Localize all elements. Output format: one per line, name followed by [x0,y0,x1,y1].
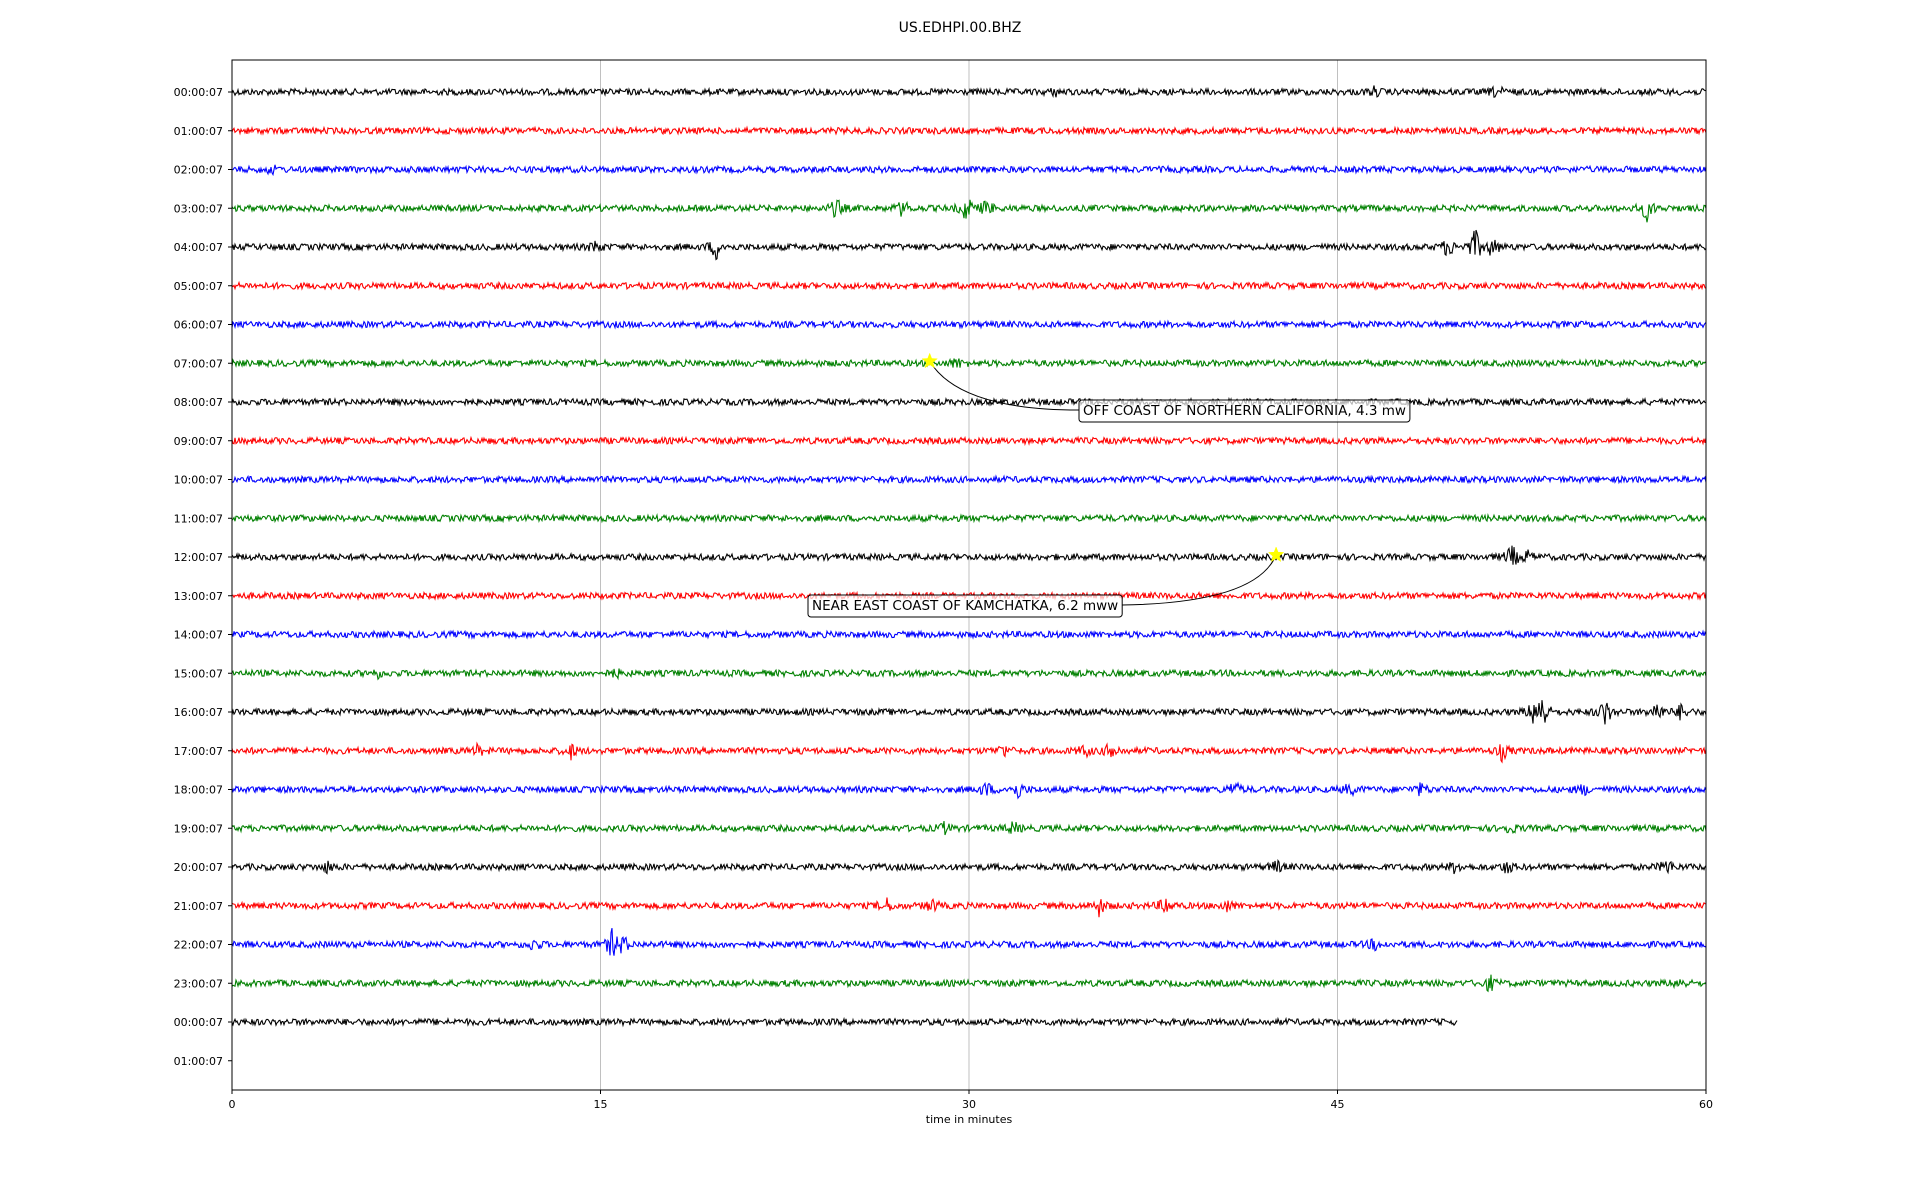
y-tick-label-12: 12:00:07 [174,551,223,564]
x-tick-label-0: 0 [229,1098,236,1111]
y-tick-label-10: 10:00:07 [174,474,223,487]
y-tick-label-11: 11:00:07 [174,512,223,525]
trace-row-23 [231,974,1707,993]
trace-row-12 [231,545,1707,565]
y-tick-label-18: 18:00:07 [174,784,223,797]
annotation-0: OFF COAST OF NORTHERN CALIFORNIA, 4.3 mw [921,352,1411,423]
trace-row-14 [231,629,1707,640]
trace-row-13 [231,590,1707,602]
y-tick-label-0: 00:00:07 [174,86,223,99]
y-tick-label-16: 16:00:07 [174,706,223,719]
trace-row-10 [231,474,1707,485]
annotation-box-1 [807,594,1123,618]
y-tick-label-5: 05:00:07 [174,280,223,293]
x-tick-label-1: 15 [594,1098,608,1111]
y-tick-label-14: 14:00:07 [174,629,223,642]
y-tick-label-22: 22:00:07 [174,939,223,952]
annotation-box-0 [1078,399,1411,423]
axes: 00:00:07 01:00:07 02:00:07 03:00:07 04:00:07… [174,59,1713,1111]
x-axis-label: time in minutes [925,1113,1013,1126]
chart-title: US.EDHPI.00.BHZ [898,20,1022,36]
y-tick-label-20: 20:00:07 [174,861,223,874]
x-tick-label-2: 30 [962,1098,976,1111]
trace-row-8 [231,396,1707,408]
trace-row-6 [231,319,1707,330]
y-tick-label-15: 15:00:07 [174,667,223,680]
annotation-label-0: OFF COAST OF NORTHERN CALIFORNIA, 4.3 mw [1083,403,1406,419]
grid-lines [600,60,1338,1090]
annotation-connector-1 [1122,554,1277,606]
trace-row-0 [231,85,1706,99]
trace-row-5 [231,280,1707,292]
y-tick-label-7: 07:00:07 [174,357,223,370]
annotation-1: NEAR EAST COAST OF KAMCHATKA, 6.2 mww [807,546,1285,618]
y-tick-label-1: 01:00:07 [174,125,223,138]
x-tick-label-4: 60 [1699,1098,1713,1111]
annotation-label-1: NEAR EAST COAST OF KAMCHATKA, 6.2 mww [812,598,1118,614]
y-tick-label-23: 23:00:07 [174,977,223,990]
y-tick-label-9: 09:00:07 [174,435,223,448]
trace-row-9 [231,435,1707,447]
trace-row-22 [231,927,1707,956]
y-tick-label-4: 04:00:07 [174,241,223,254]
event-star-marker-1 [1267,546,1285,563]
trace-row-21 [231,897,1707,918]
y-tick-label-24: 00:00:07 [174,1016,223,1029]
trace-row-16 [231,700,1707,725]
y-tick-label-8: 08:00:07 [174,396,223,409]
trace-row-19 [231,821,1707,836]
trace-row-15 [231,668,1707,681]
trace-row-1 [231,125,1707,137]
trace-row-2 [231,164,1707,177]
y-tick-label-19: 19:00:07 [174,822,223,835]
y-tick-label-25: 01:00:07 [174,1055,223,1068]
y-tick-label-2: 02:00:07 [174,164,223,177]
trace-row-3 [231,199,1707,223]
x-tick-label-3: 45 [1331,1098,1345,1111]
y-tick-label-3: 03:00:07 [174,202,223,215]
y-tick-label-6: 06:00:07 [174,319,223,332]
trace-layer [231,85,1707,1028]
trace-row-4 [231,229,1707,261]
trace-row-17 [231,741,1707,764]
annotation-connector-0 [929,360,1080,411]
trace-row-7 [231,357,1707,369]
trace-row-24 [231,1016,1458,1028]
y-tick-label-13: 13:00:07 [174,590,223,603]
y-tick-label-21: 21:00:07 [174,900,223,913]
trace-row-18 [231,781,1707,800]
trace-row-11 [231,513,1707,524]
y-tick-label-17: 17:00:07 [174,745,223,758]
event-star-marker-0 [921,352,938,369]
annotations: OFF COAST OF NORTHERN CALIFORNIA, 4.3 mw… [807,352,1411,618]
trace-row-20 [231,858,1707,875]
